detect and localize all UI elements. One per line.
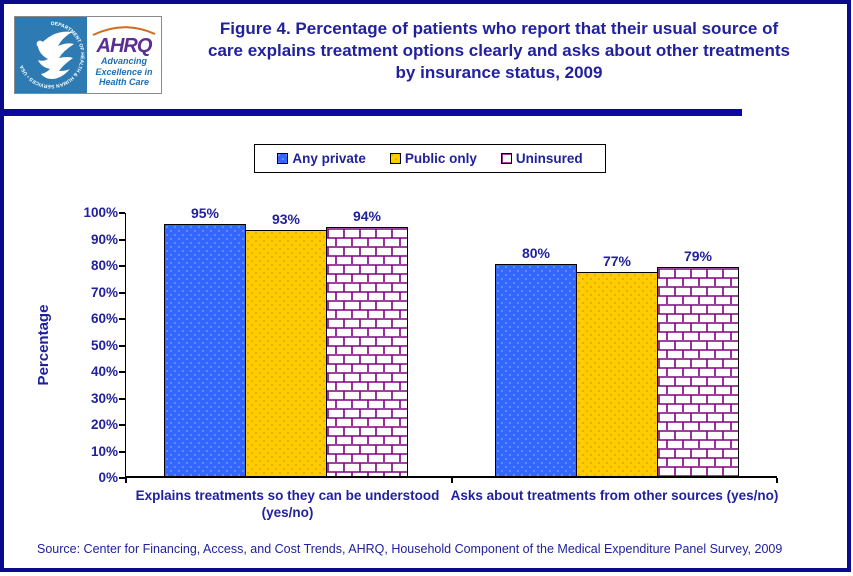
y-tick-label: 100% — [83, 205, 118, 220]
y-tick-label: 40% — [90, 364, 118, 379]
y-tick-mark — [119, 424, 125, 426]
source-note: Source: Center for Financing, Access, an… — [37, 542, 783, 556]
bar-value-label: 79% — [683, 248, 713, 264]
header-divider — [0, 109, 742, 116]
tagline-line3: Health Care — [98, 77, 149, 88]
y-tick-label: 30% — [90, 390, 118, 406]
x-axis-tick — [776, 478, 778, 483]
legend-label: Any private — [292, 151, 366, 166]
legend-item-0: Any private — [277, 151, 366, 166]
y-tick-mark — [119, 344, 125, 347]
y-tick-mark — [119, 318, 125, 320]
bar-any-private: 80% — [495, 245, 577, 476]
bar-uninsured: 79% — [657, 248, 739, 476]
bar-any-private: 95% — [164, 205, 246, 476]
figure-title: Figure 4. Percentage of patients who rep… — [208, 19, 790, 83]
y-tick-label: 90% — [90, 231, 118, 247]
legend-marker-icon — [389, 153, 401, 164]
x-axis-tick — [125, 478, 127, 483]
y-tick-mark — [119, 238, 125, 241]
x-axis-tick — [451, 478, 453, 483]
tagline-line1: Advancing — [100, 56, 147, 67]
y-tick-label: 0% — [98, 470, 118, 485]
y-tick-mark — [119, 397, 125, 400]
bar-value-label: 80% — [521, 245, 551, 261]
bar-group-0: 95% 93% 94% — [164, 205, 408, 476]
category-label-1: Asks about treatments from other sources… — [450, 488, 779, 503]
bar-value-label: 94% — [352, 208, 382, 224]
rainbow-arc-icon — [92, 26, 156, 37]
y-tick-label: 60% — [90, 311, 118, 326]
legend-item-2: Uninsured — [500, 151, 583, 166]
y-tick-label: 70% — [90, 284, 118, 300]
plot-area: 95% 93% 94% 80% 77% 79% — [125, 205, 778, 483]
y-axis-title: Percentage — [35, 304, 52, 386]
tagline-line2: Excellence in — [95, 66, 153, 77]
legend-marker-icon — [277, 153, 289, 164]
category-label-0: Explains treatments so they can be under… — [135, 488, 440, 520]
hhs-eagle-icon: DEPARTMENT OF HEALTH & HUMAN SERVICES • … — [19, 21, 85, 89]
legend-item-1: Public only — [389, 151, 477, 166]
y-tick-label: 20% — [90, 417, 118, 432]
bar-uninsured: 94% — [326, 208, 408, 476]
y-axis-labels: 0% 10% 20% 30% 40% 50% 60% 70% 80% 90% 100% — [62, 205, 118, 485]
ahrq-hhs-logo: DEPARTMENT OF HEALTH & HUMAN SERVICES • … — [14, 16, 162, 94]
y-tick-mark — [119, 291, 125, 294]
y-tick-mark — [119, 450, 125, 453]
bar-group-1: 80% 77% 79% — [495, 245, 739, 476]
bar-value-label: 93% — [271, 211, 301, 227]
legend-marker-icon — [500, 153, 512, 164]
bar-value-label: 95% — [190, 205, 220, 221]
bar-value-label: 77% — [602, 253, 632, 269]
bar-public-only: 93% — [245, 211, 327, 476]
y-tick-mark — [119, 265, 125, 267]
y-tick-mark — [119, 371, 125, 373]
bar-public-only: 77% — [576, 253, 658, 476]
legend-label: Uninsured — [515, 151, 583, 166]
ahrq-wordmark: AHRQ Advancing Excellence in Health Care — [87, 17, 161, 93]
y-tick-label: 10% — [90, 443, 118, 459]
legend-items: Any private Public only Uninsured — [277, 151, 583, 166]
y-tick-mark — [119, 477, 125, 479]
y-tick-label: 80% — [90, 258, 118, 273]
ahrq-acronym: AHRQ — [96, 35, 153, 58]
legend: Any private Public only Uninsured — [254, 144, 606, 173]
hhs-seal: DEPARTMENT OF HEALTH & HUMAN SERVICES • … — [15, 17, 87, 93]
y-axis-tick-marks — [119, 212, 125, 479]
y-tick-label: 50% — [90, 337, 118, 353]
legend-label: Public only — [404, 151, 477, 166]
y-tick-mark — [119, 212, 125, 214]
